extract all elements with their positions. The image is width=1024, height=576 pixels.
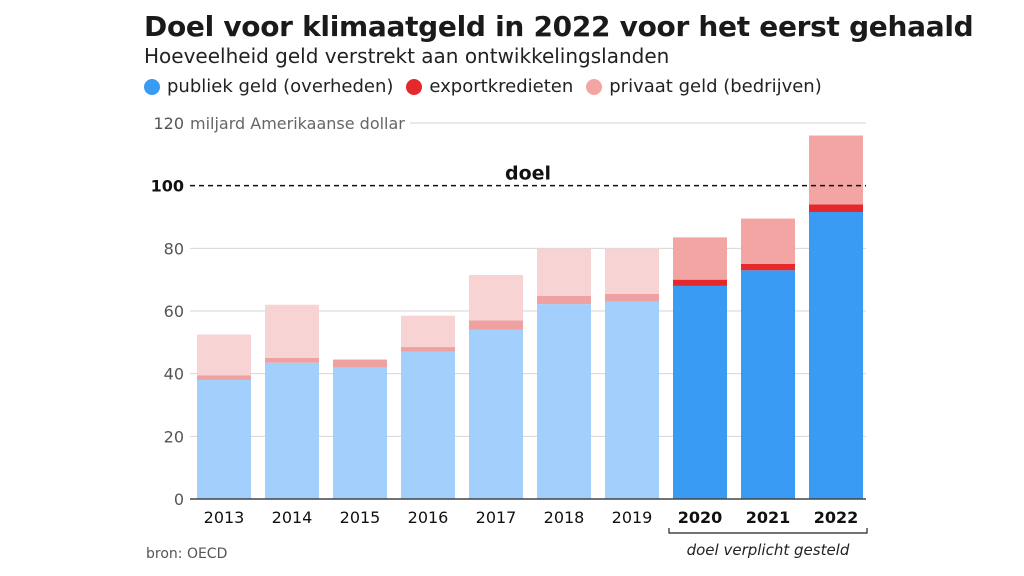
chart-title: Doel voor klimaatgeld in 2022 voor het e… bbox=[144, 10, 974, 43]
y-axis-label: miljard Amerikaanse dollar bbox=[190, 114, 405, 133]
bar-segment-privaat bbox=[265, 304, 319, 358]
bar-segment-export bbox=[197, 375, 251, 380]
legend-label-publiek: publiek geld (overheden) bbox=[167, 76, 394, 97]
bar-segment-privaat bbox=[537, 248, 591, 296]
bar-segment-export bbox=[673, 279, 727, 286]
bar-segment-publiek bbox=[741, 270, 795, 499]
x-tick-label: 2022 bbox=[814, 508, 859, 527]
x-tick-label: 2021 bbox=[746, 508, 791, 527]
legend: publiek geld (overheden) exportkredieten… bbox=[144, 76, 835, 97]
bar-segment-publiek bbox=[809, 211, 863, 499]
x-tick-label: 2020 bbox=[678, 508, 723, 527]
y-tick-label: 0 bbox=[174, 490, 184, 509]
bar-segment-publiek bbox=[537, 304, 591, 499]
bar-segment-publiek bbox=[605, 301, 659, 499]
bar-segment-export bbox=[537, 295, 591, 305]
bar-segment-export bbox=[333, 359, 387, 368]
bar-segment-export bbox=[809, 204, 863, 212]
x-tick-label: 2019 bbox=[612, 508, 653, 527]
bar-segment-privaat bbox=[197, 334, 251, 376]
x-tick-label: 2018 bbox=[544, 508, 585, 527]
bar-segment-publiek bbox=[673, 285, 727, 499]
bar-segment-publiek bbox=[197, 379, 251, 499]
bar-segment-publiek bbox=[333, 367, 387, 499]
legend-swatch-privaat bbox=[586, 78, 603, 95]
bar-segment-privaat bbox=[741, 218, 795, 264]
bar-segment-publiek bbox=[469, 329, 523, 499]
legend-item-privaat: privaat geld (bedrijven) bbox=[586, 76, 822, 97]
legend-swatch-publiek bbox=[144, 78, 160, 95]
bar-segment-privaat bbox=[673, 237, 727, 280]
bar-segment-publiek bbox=[265, 362, 319, 499]
bar-segment-privaat bbox=[605, 248, 659, 294]
bracket bbox=[668, 528, 868, 534]
y-tick-label: 80 bbox=[164, 239, 184, 258]
bar-segment-export bbox=[265, 358, 319, 363]
x-tick-label: 2013 bbox=[204, 508, 245, 527]
bar-segment-export bbox=[741, 264, 795, 271]
source-note: bron: OECD bbox=[146, 546, 228, 562]
y-tick-label: 40 bbox=[164, 365, 184, 384]
legend-item-export: exportkredieten bbox=[406, 76, 573, 97]
legend-item-publiek: publiek geld (overheden) bbox=[144, 76, 393, 97]
y-tick-label: 60 bbox=[164, 302, 184, 321]
x-tick-label: 2017 bbox=[476, 508, 517, 527]
bar-segment-privaat bbox=[469, 274, 523, 321]
x-tick-label: 2014 bbox=[272, 508, 313, 527]
chart-subtitle: Hoeveelheid geld verstrekt aan ontwikkel… bbox=[144, 44, 670, 68]
bar-segment-export bbox=[605, 293, 659, 302]
bar-segment-export bbox=[469, 320, 523, 330]
legend-label-privaat: privaat geld (bedrijven) bbox=[609, 76, 822, 97]
y-tick-label: 20 bbox=[164, 427, 184, 446]
bracket-label: doel verplicht gesteld bbox=[687, 541, 850, 559]
bar-segment-publiek bbox=[401, 351, 455, 499]
y-tick-label: 120 bbox=[153, 114, 184, 133]
goal-line-label: doel bbox=[505, 163, 551, 185]
bar-segment-privaat bbox=[401, 315, 455, 348]
legend-swatch-export bbox=[406, 78, 423, 95]
x-tick-label: 2016 bbox=[408, 508, 449, 527]
bar-segment-privaat bbox=[809, 135, 863, 205]
bar-segment-export bbox=[401, 347, 455, 352]
x-tick-label: 2015 bbox=[340, 508, 381, 527]
y-tick-label: 100 bbox=[151, 177, 184, 196]
legend-label-export: exportkredieten bbox=[429, 76, 574, 97]
